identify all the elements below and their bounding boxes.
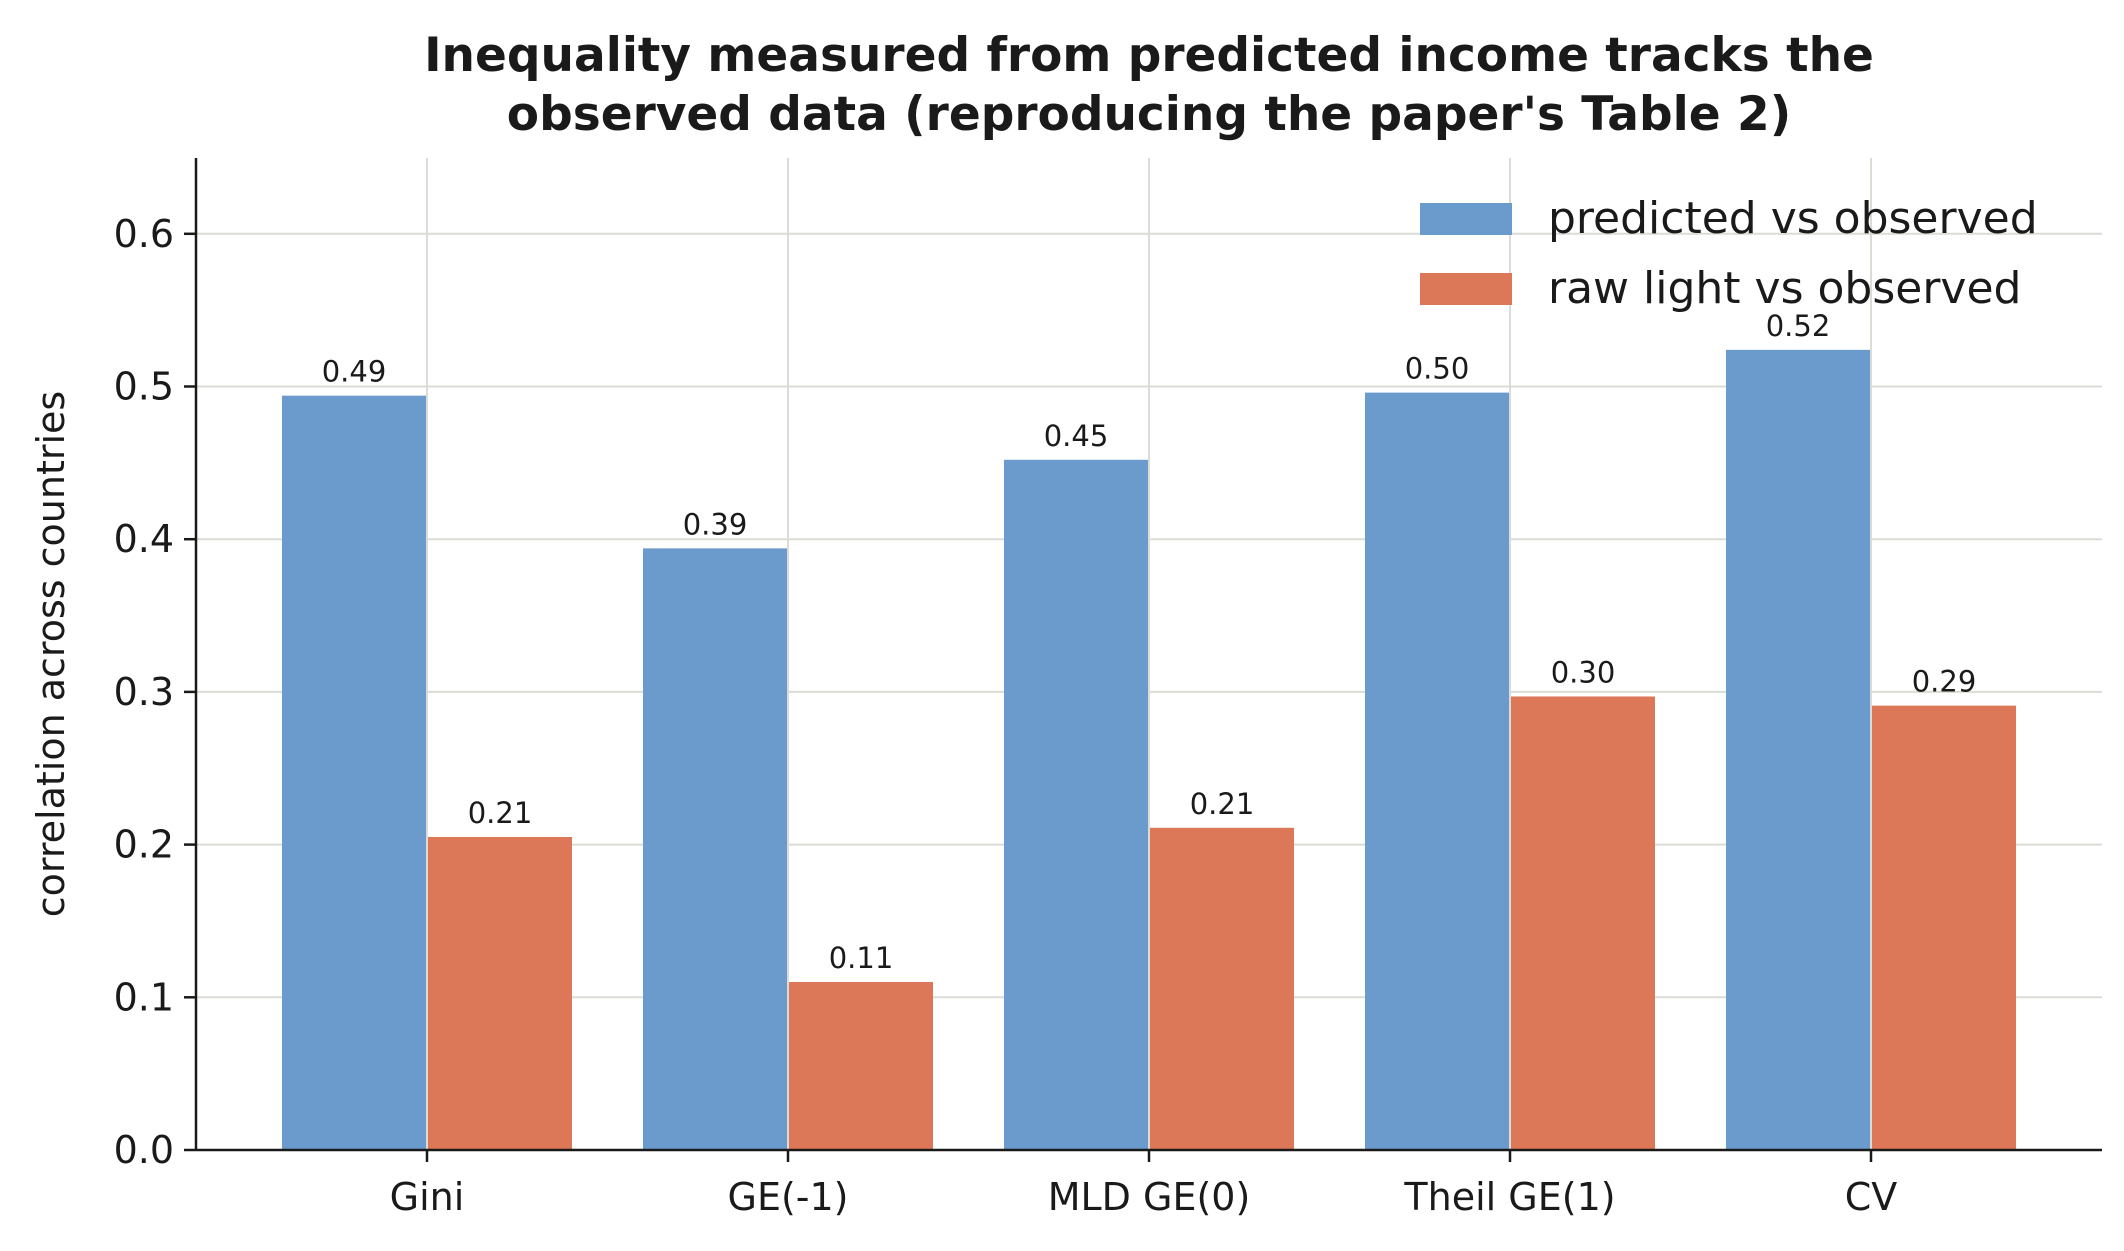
y-axis-label: correlation across countries	[29, 391, 73, 917]
data-label-predicted: 0.49	[322, 355, 387, 389]
data-label-predicted: 0.45	[1044, 419, 1109, 453]
x-tick-label: MLD GE(0)	[1048, 1175, 1251, 1219]
x-tick-label: Theil GE(1)	[1403, 1175, 1615, 1219]
y-tick-label: 0.0	[114, 1128, 174, 1172]
bar-raw-light	[428, 836, 572, 1150]
legend-swatch-predicted	[1420, 203, 1512, 235]
bar-predicted	[1726, 349, 1870, 1150]
ticks: 0.0 0.1 0.2 0.3 0.4 0.5 0.6 Gini GE(-1) MLD GE(0)…	[114, 212, 1898, 1219]
y-tick-label: 0.2	[114, 823, 174, 867]
x-tick-label: Gini	[390, 1175, 465, 1219]
bar-raw-light	[789, 982, 933, 1150]
bar-predicted	[1365, 392, 1509, 1150]
y-tick-label: 0.5	[114, 365, 174, 409]
legend-label-raw-light: raw light vs observed	[1548, 263, 2021, 314]
data-label-raw-light: 0.29	[1912, 665, 1977, 699]
data-label-predicted: 0.52	[1766, 309, 1831, 343]
data-label-raw-light: 0.11	[829, 941, 894, 975]
bar-raw-light	[1511, 696, 1655, 1150]
data-labels: 0.49 0.39 0.45 0.50 0.52 0.21 0.11 0.21 0.30 0.29	[322, 309, 1977, 975]
x-tick-label: CV	[1845, 1175, 1898, 1219]
bar-raw-light	[1150, 827, 1294, 1150]
y-tick-label: 0.1	[114, 975, 174, 1019]
x-tick-label: GE(-1)	[728, 1175, 849, 1219]
legend-swatch-raw-light	[1420, 273, 1512, 305]
data-label-raw-light: 0.21	[1190, 787, 1255, 821]
data-label-raw-light: 0.30	[1551, 655, 1616, 689]
data-label-predicted: 0.39	[683, 507, 748, 541]
y-tick-label: 0.6	[114, 212, 174, 256]
chart-title-line-1: Inequality measured from predicted incom…	[424, 28, 1874, 83]
y-tick-label: 0.3	[114, 670, 174, 714]
bars	[282, 349, 2016, 1150]
data-label-raw-light: 0.21	[468, 796, 533, 830]
legend-label-predicted: predicted vs observed	[1548, 193, 2038, 244]
bar-predicted	[1004, 459, 1148, 1150]
chart-title-line-2: observed data (reproducing the paper's T…	[507, 87, 1791, 142]
bar-predicted	[643, 548, 787, 1150]
data-label-predicted: 0.50	[1405, 352, 1470, 386]
y-tick-label: 0.4	[114, 517, 174, 561]
bar-predicted	[282, 395, 426, 1150]
bar-raw-light	[1872, 705, 2016, 1150]
legend: predicted vs observed raw light vs obser…	[1420, 193, 2038, 314]
